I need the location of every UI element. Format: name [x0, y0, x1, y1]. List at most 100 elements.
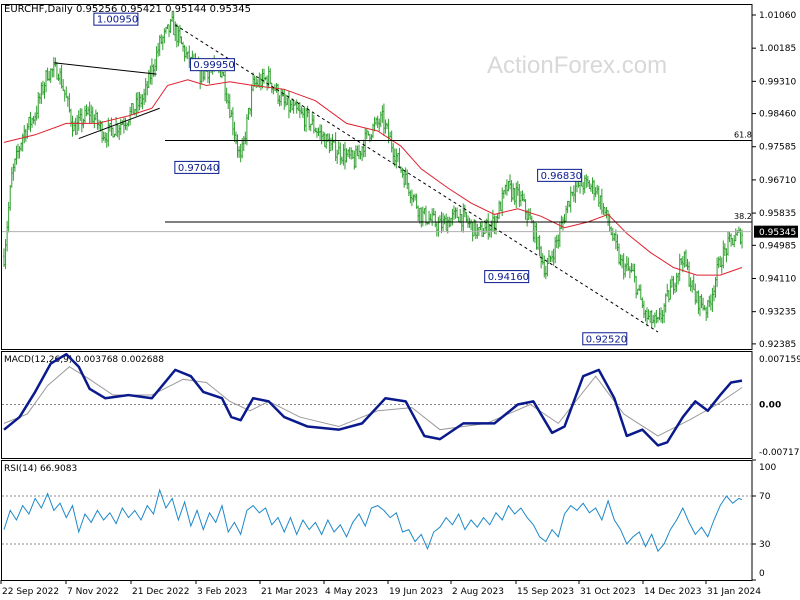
price-bar	[289, 100, 292, 113]
price-bar	[532, 219, 535, 242]
date-label: 2 Aug 2023	[452, 587, 504, 597]
price-bar	[320, 124, 323, 145]
signal-line	[3, 366, 743, 437]
price-bar	[365, 128, 368, 140]
price-bar	[111, 127, 114, 138]
price-bar	[544, 265, 547, 280]
price-bar	[490, 220, 493, 238]
price-bar	[158, 35, 161, 56]
price-bar	[261, 68, 264, 89]
price-bar	[555, 235, 558, 248]
price-bar	[549, 255, 552, 263]
price-bar	[409, 190, 412, 204]
date-label: 21 Dec 2022	[132, 587, 190, 597]
price-bar	[87, 106, 90, 116]
price-bar	[132, 103, 135, 114]
price-bar	[52, 57, 55, 78]
price-bar	[680, 257, 683, 266]
price-bar	[379, 111, 382, 128]
price-bar	[647, 309, 650, 320]
price-bar	[118, 124, 121, 141]
price-bar	[175, 23, 178, 48]
price-bar	[115, 116, 118, 137]
price-bar	[639, 284, 642, 301]
price-bar	[607, 210, 610, 226]
date-label: 31 Oct 2023	[580, 587, 636, 597]
price-bar	[169, 18, 172, 34]
annotation-text: 0.92520	[586, 334, 627, 345]
trend-line	[78, 107, 160, 140]
price-bar	[233, 121, 236, 143]
price-bar	[463, 204, 466, 218]
price-bar	[238, 146, 241, 158]
price-bar	[361, 146, 364, 162]
price-bar	[9, 185, 12, 211]
price-bar	[529, 208, 532, 220]
date-label: 21 Mar 2023	[261, 587, 318, 597]
price-bar	[725, 248, 728, 263]
price-bar	[46, 67, 49, 81]
price-bar	[34, 112, 37, 126]
annotation-text: 0.96830	[541, 171, 582, 182]
price-bar	[300, 106, 303, 115]
price-bar	[684, 249, 687, 267]
price-bar	[62, 79, 65, 92]
price-bar	[381, 105, 384, 123]
price-bar	[10, 167, 13, 188]
price-bar	[68, 93, 71, 113]
date-label: 3 Feb 2023	[197, 587, 247, 597]
price-bar	[460, 214, 463, 232]
price-bar	[667, 289, 670, 303]
price-bar	[618, 243, 620, 265]
price-bar	[400, 166, 403, 173]
price-bar	[303, 107, 306, 132]
price-bar	[141, 94, 144, 110]
price-bar	[354, 145, 357, 168]
price-bar	[628, 266, 631, 279]
price-bar	[295, 99, 298, 114]
price-bar	[431, 208, 434, 226]
price-bar	[252, 72, 255, 92]
price-bar	[69, 108, 72, 127]
price-bar	[6, 220, 9, 252]
price-bar	[172, 11, 175, 36]
price-bar	[689, 277, 692, 292]
price-bar	[85, 104, 88, 117]
price-bar	[298, 102, 301, 119]
date-label: 31 Jan 2024	[707, 587, 761, 597]
price-bar	[15, 145, 18, 165]
moving-average-line	[3, 79, 743, 276]
price-bar	[443, 215, 446, 225]
price-bar	[378, 118, 381, 132]
price-bar	[410, 189, 413, 207]
price-bar	[406, 169, 409, 190]
price-bar	[480, 220, 483, 237]
price-bar	[709, 294, 712, 311]
price-bar	[403, 171, 406, 188]
price-bar	[384, 119, 387, 134]
price-bar	[420, 207, 423, 228]
price-bar	[507, 180, 510, 192]
price-bar	[91, 106, 94, 123]
price-bar	[698, 295, 701, 317]
price-bar	[178, 24, 181, 44]
price-bar	[387, 118, 390, 144]
price-bar	[415, 193, 418, 209]
price-bar	[457, 216, 460, 223]
price-annotation: 0.94160	[484, 270, 530, 284]
price-bar	[465, 212, 468, 223]
price-tick-label: 0.94110	[759, 274, 796, 284]
price-tick-label: 0.99310	[759, 77, 796, 87]
price-bar	[97, 119, 100, 130]
price-bar	[24, 128, 27, 142]
price-bar	[454, 207, 457, 219]
price-bar	[144, 77, 147, 103]
date-label: 15 Sep 2023	[517, 587, 574, 597]
price-bar	[166, 24, 169, 29]
price-bar	[138, 91, 141, 111]
price-bar	[143, 88, 146, 105]
price-bar	[23, 125, 26, 144]
price-bar	[653, 312, 656, 328]
price-bar	[670, 275, 673, 288]
